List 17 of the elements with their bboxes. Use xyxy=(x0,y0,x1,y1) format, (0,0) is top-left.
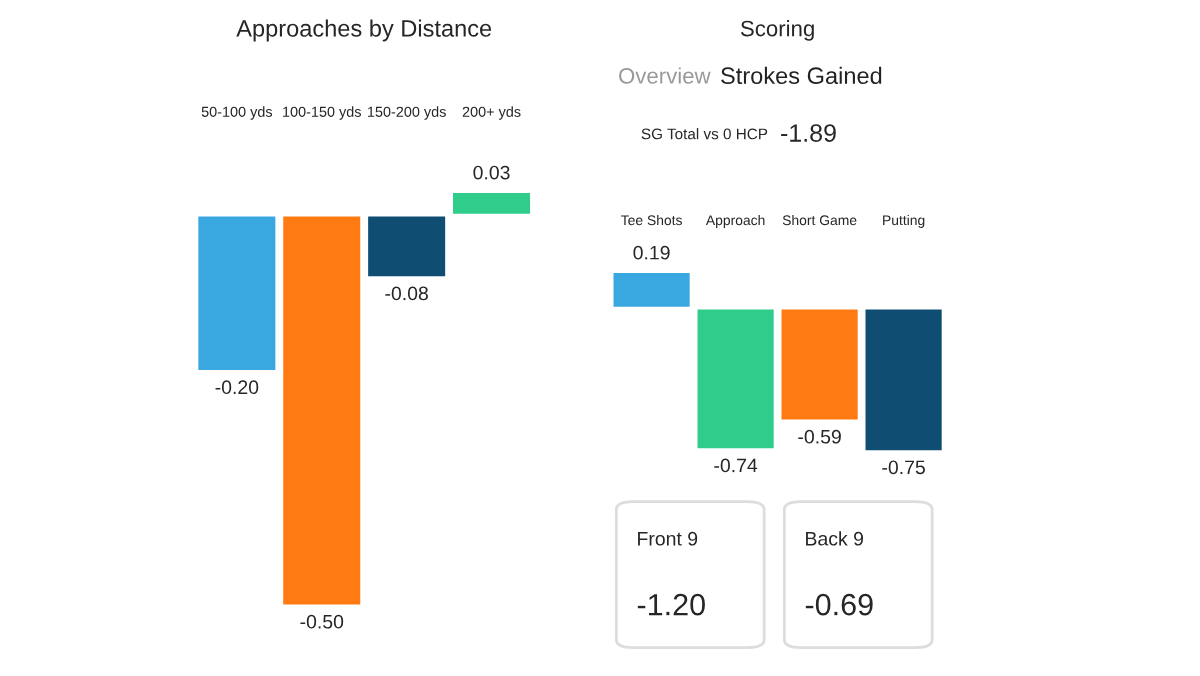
chart-title: Approaches by Distance xyxy=(236,19,492,42)
data-label: -0.20 xyxy=(215,380,259,395)
data-label: -0.50 xyxy=(300,614,344,629)
data-label: 0.03 xyxy=(473,165,510,180)
text: Strokes Gained xyxy=(721,66,882,85)
data-label: -0.59 xyxy=(798,429,841,444)
data-label: 0.19 xyxy=(633,245,670,260)
data-label: -0.08 xyxy=(385,286,428,301)
text: Overview xyxy=(619,67,711,84)
text: -1.89 xyxy=(781,124,836,142)
text: Front 9 xyxy=(638,531,698,546)
data-label: -0.75 xyxy=(882,460,925,475)
chart-title: Scoring xyxy=(740,20,814,41)
text: -1.20 xyxy=(637,593,705,616)
data-label: -0.74 xyxy=(714,458,758,473)
text: Back 9 xyxy=(806,531,863,546)
text: -0.69 xyxy=(805,593,873,616)
